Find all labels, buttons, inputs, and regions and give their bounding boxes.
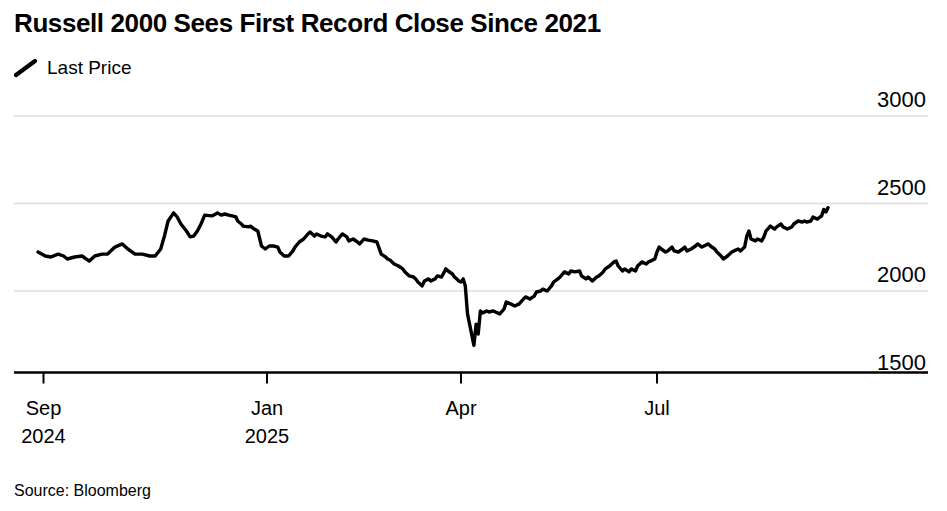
last-price-line — [38, 208, 828, 346]
y-axis-label: 2000 — [877, 262, 926, 287]
x-axis-year-label: 2025 — [245, 425, 290, 447]
y-axis-label: 2500 — [877, 175, 926, 200]
x-axis-month-label: Apr — [445, 397, 476, 419]
x-axis-month-label: Jan — [251, 397, 283, 419]
x-axis-month-label: Jul — [644, 397, 670, 419]
x-axis-month-label: Sep — [26, 397, 62, 419]
y-axis-label: 1500 — [877, 350, 926, 375]
y-axis-label: 3000 — [877, 87, 926, 112]
x-axis-year-label: 2024 — [21, 425, 66, 447]
source-attribution: Source: Bloomberg — [14, 482, 151, 500]
price-line-chart: 3000 2500 2000 1500 Sep 2024 Jan 2025 Apr Jul — [0, 0, 947, 511]
